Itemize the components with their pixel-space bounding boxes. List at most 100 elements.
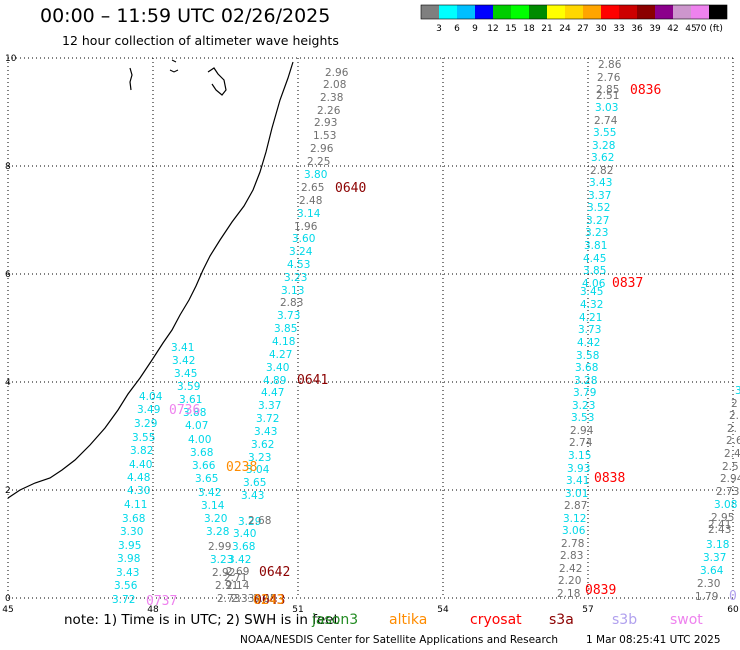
x-tick-label: 48	[147, 605, 159, 615]
wave-height-label: 4.04	[139, 391, 163, 403]
y-tick-label: 4	[5, 378, 11, 388]
wave-height-label: 3.14	[297, 208, 321, 220]
wave-height-label: 2.08	[323, 79, 346, 91]
coastline	[7, 59, 294, 499]
wave-height-label: 2.25	[307, 156, 330, 168]
mission-legend-altika: altika	[389, 612, 428, 628]
wave-height-label: 3.30	[120, 526, 143, 538]
x-tick-label: 57	[582, 605, 593, 615]
wave-height-label: 3.68	[232, 541, 255, 553]
wave-height-label: 4.40	[129, 459, 152, 471]
wave-height-label: 2.20	[558, 575, 581, 587]
colorbar-swatch	[493, 5, 511, 19]
wave-height-label: 3.53	[571, 412, 594, 424]
island-3	[207, 67, 227, 96]
wave-height-label: 2.85	[596, 84, 619, 96]
wave-height-label: 3.28	[592, 140, 615, 152]
wave-height-label: 3.72	[256, 413, 279, 425]
pass-time-label: 0643	[254, 593, 285, 608]
wave-height-label: 3.73	[277, 310, 300, 322]
colorbar-swatch	[655, 5, 673, 19]
colorbar-label: 70 (ft)	[695, 24, 723, 34]
wave-height-label: 2.6	[726, 435, 740, 447]
wave-height-label: 3.23	[585, 227, 608, 239]
wave-height-label: 3	[735, 385, 740, 397]
wave-height-label: 3.66	[192, 460, 216, 472]
wave-height-label: 2.83	[280, 297, 303, 309]
wave-height-label: 2.43	[708, 524, 731, 536]
wave-height-label: 3.37	[703, 552, 726, 564]
wave-height-label: 4.27	[269, 349, 292, 361]
wave-height-label: 3.73	[578, 324, 601, 336]
wave-height-label: 2.38	[320, 92, 343, 104]
wave-height-label: 3.37	[588, 190, 611, 202]
wave-height-label: 2.68	[248, 515, 271, 527]
wave-height-label: 4.21	[579, 312, 602, 324]
colorbar-label: 3	[436, 24, 442, 34]
wave-height-label: 4.30	[127, 485, 150, 497]
wave-height-label: 3.43	[254, 426, 277, 438]
colorbar-swatch	[565, 5, 583, 19]
wave-height-label: 3.42	[172, 355, 195, 367]
mission-legend-s3b: s3b	[612, 612, 638, 628]
wave-height-label: 3.88	[183, 407, 206, 419]
wave-height-label: 3.03	[595, 102, 618, 114]
wave-height-label: 2.5	[722, 461, 739, 473]
wave-height-label: 4.18	[272, 336, 295, 348]
colorbar-label: 24	[559, 24, 571, 34]
wave-height-label: 3.62	[591, 152, 614, 164]
wave-height-label: 3.24	[289, 246, 313, 258]
wave-height-label: 2.14	[226, 580, 250, 592]
wave-height-label: 3.23	[284, 272, 307, 284]
wave-height-label: 3.95	[118, 540, 141, 552]
wave-height-label: 3.60	[292, 233, 315, 245]
wave-height-label: 2.65	[301, 182, 324, 194]
colorbar-label: 45	[685, 24, 696, 34]
colorbar-swatch	[673, 5, 691, 19]
wave-height-label: 3.65	[243, 477, 266, 489]
wave-height-label: 2.48	[299, 195, 322, 207]
wave-height-label: 2.76	[597, 72, 621, 84]
colorbar-label: 27	[577, 24, 588, 34]
wave-height-label: 2.73	[217, 593, 240, 605]
wave-height-label: 3.81	[584, 240, 607, 252]
wave-height-label: 3.55	[132, 432, 155, 444]
pass-time-label: 0838	[594, 471, 625, 486]
wave-height-label: 3.23	[248, 452, 271, 464]
colorbar-label: 21	[541, 24, 552, 34]
wave-height-label: 3.42	[198, 487, 221, 499]
wave-height-label: 4.07	[185, 420, 208, 432]
wave-height-label: 3.56	[114, 580, 138, 592]
wave-height-label: 1.79	[695, 591, 718, 603]
pass-time-labels: 0640 0641 0642 0643 0836 0837 0838 0839 0736 0737…	[146, 83, 737, 609]
wave-height-label: 4.53	[287, 259, 310, 271]
wave-height-label: 3.68	[190, 447, 213, 459]
pass-time-label: 0737	[146, 594, 177, 609]
colorbar-swatch	[475, 5, 493, 19]
y-tick-label: 2	[5, 486, 11, 496]
colorbar-label: 12	[487, 24, 498, 34]
wave-height-label: 2.69	[226, 566, 249, 578]
wave-height-label: 2.96	[310, 143, 334, 155]
wave-height-label: 3.93	[567, 463, 590, 475]
wave-height-label: 3.55	[593, 127, 616, 139]
wave-height-values: 2.962.082.382.262.931.532.962.253.802.65…	[112, 59, 740, 606]
wave-height-label: 3.52	[587, 202, 610, 214]
wave-height-label: 3.14	[201, 500, 225, 512]
wave-height-label: 2.4	[724, 448, 740, 460]
wave-height-label: 3.45	[580, 286, 603, 298]
wave-height-label: 3.43	[589, 177, 612, 189]
wave-height-label: 4.48	[127, 472, 150, 484]
wave-height-label: 3.62	[251, 439, 274, 451]
colorbar-label: 36	[631, 24, 643, 34]
wave-height-label: 2.92	[212, 567, 235, 579]
wave-height-label: 2.71	[224, 572, 247, 584]
wave-height-label: 3.98	[117, 553, 140, 565]
wave-height-label: 2.33	[231, 593, 254, 605]
colorbar-swatch	[511, 5, 529, 19]
wave-height-label: 4.11	[124, 499, 147, 511]
wave-height-label: 2.83	[560, 550, 583, 562]
wave-height-label: 2.95	[711, 512, 734, 524]
wave-height-label: 2	[731, 398, 738, 410]
wave-height-label: 4.32	[580, 299, 603, 311]
